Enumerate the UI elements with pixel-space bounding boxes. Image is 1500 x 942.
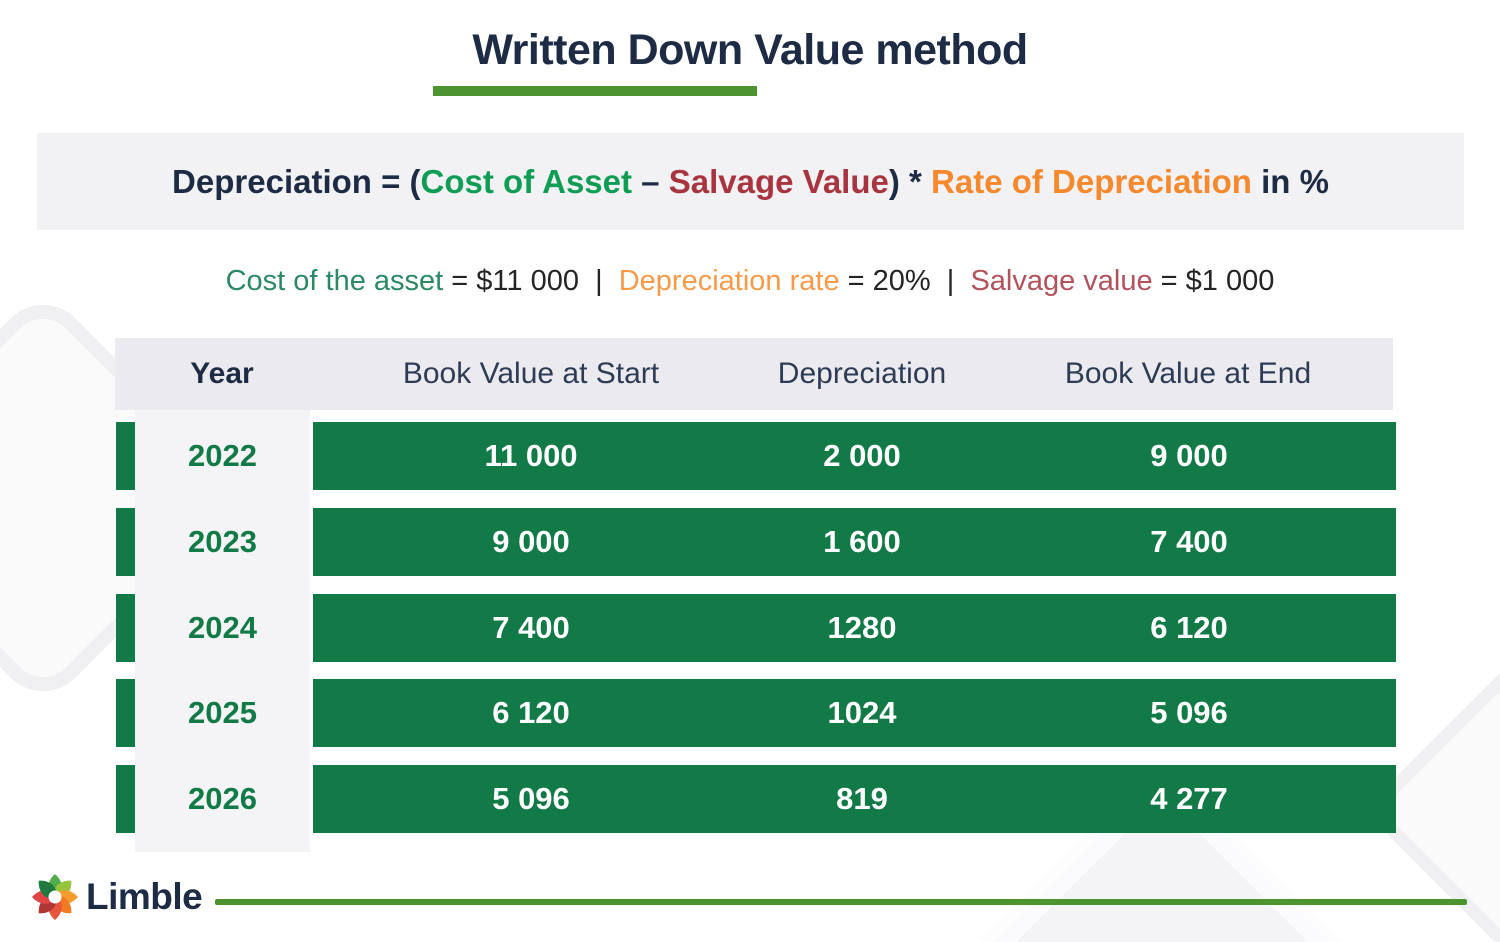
table-header: Year Book Value at Start Depreciation Bo…: [115, 338, 1393, 410]
header-year: Year: [190, 357, 254, 390]
book-value-end-cell: 5 096: [1150, 695, 1228, 730]
table-row: 2026 5 096 819 4 277: [0, 765, 1500, 833]
depreciation-cell: 819: [836, 781, 888, 816]
page-title: Written Down Value method: [472, 26, 1028, 74]
assumptions-line: Cost of the asset = $11 000 | Depreciati…: [0, 260, 1500, 302]
param-salvage-value-label: Salvage value: [970, 265, 1153, 297]
header-book-value-start: Book Value at Start: [402, 357, 660, 390]
book-value-start-cell: 6 120: [492, 695, 570, 730]
header-depreciation: Depreciation: [777, 357, 947, 390]
year-cell: 2024: [188, 610, 257, 645]
formula-part-navy: Depreciation = (: [172, 162, 421, 200]
param-depreciation-rate-value: = 20% |: [839, 265, 971, 297]
row-accent-bar: [116, 422, 135, 490]
year-cell: 2022: [188, 438, 257, 473]
formula-part-times: ) *: [888, 162, 932, 200]
formula-part-rate-of-depreciation: Rate of Depreciation: [931, 162, 1252, 200]
year-cell: 2026: [188, 781, 257, 816]
param-depreciation-rate-label: Depreciation rate: [618, 265, 840, 297]
book-value-start-cell: 9 000: [492, 524, 570, 559]
row-accent-bar: [116, 679, 135, 747]
book-value-start-cell: 5 096: [492, 781, 570, 816]
limble-logo-icon: [32, 874, 78, 920]
header-book-value-end: Book Value at End: [1064, 357, 1312, 390]
book-value-start-cell: 11 000: [484, 438, 578, 473]
row-values-bar: 7 400 1280 6 120: [313, 594, 1396, 662]
formula-part-cost-of-asset: Cost of Asset: [420, 162, 633, 200]
table-row: 2024 7 400 1280 6 120: [0, 594, 1500, 662]
table-row: 2022 11 000 2 000 9 000: [0, 422, 1500, 490]
year-cell: 2023: [188, 524, 257, 559]
row-values-bar: 11 000 2 000 9 000: [313, 422, 1396, 490]
book-value-end-cell: 4 277: [1150, 781, 1228, 816]
year-cell: 2025: [188, 695, 257, 730]
table-row: 2023 9 000 1 600 7 400: [0, 508, 1500, 576]
formula-bar: Depreciation = (Cost of Asset – Salvage …: [37, 133, 1464, 230]
book-value-end-cell: 9 000: [1150, 438, 1228, 473]
row-values-bar: 6 120 1024 5 096: [313, 679, 1396, 747]
param-cost-of-asset-label: Cost of the asset: [225, 265, 444, 297]
row-values-bar: 9 000 1 600 7 400: [313, 508, 1396, 576]
book-value-start-cell: 7 400: [492, 610, 570, 645]
formula-part-salvage-value: Salvage Value: [668, 162, 889, 200]
formula-part-in-percent: in %: [1251, 162, 1329, 200]
book-value-end-cell: 7 400: [1150, 524, 1228, 559]
row-accent-bar: [116, 508, 135, 576]
formula-part-minus: –: [632, 162, 669, 200]
param-salvage-value-value: = $1 000: [1152, 265, 1275, 297]
title-underline: [433, 86, 757, 96]
row-values-bar: 5 096 819 4 277: [313, 765, 1396, 833]
depreciation-cell: 1280: [827, 610, 897, 645]
param-cost-of-asset-value: = $11 000 |: [443, 265, 619, 297]
depreciation-cell: 1 600: [823, 524, 901, 559]
book-value-end-cell: 6 120: [1150, 610, 1228, 645]
depreciation-cell: 1024: [827, 695, 897, 730]
depreciation-cell: 2 000: [823, 438, 901, 473]
year-column-background: [135, 410, 310, 852]
table-row: 2025 6 120 1024 5 096: [0, 679, 1500, 747]
row-accent-bar: [116, 765, 135, 833]
row-accent-bar: [116, 594, 135, 662]
brand-name: Limble: [86, 876, 203, 917]
footer-divider-line: [215, 899, 1467, 905]
